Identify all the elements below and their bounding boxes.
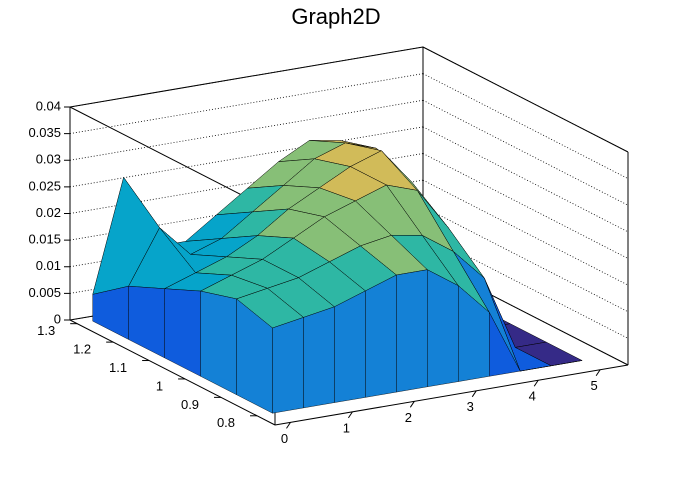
x-tick-label: 2 — [405, 410, 412, 425]
y-axis — [69, 319, 276, 426]
grid-line — [69, 73, 424, 135]
front-wall — [365, 274, 397, 398]
x-tick-label: 1 — [343, 420, 350, 435]
y-tick-label: 1.1 — [109, 360, 127, 375]
x-tick — [471, 390, 477, 398]
x-tick — [409, 401, 415, 408]
x-tick — [347, 411, 353, 419]
grid-line — [422, 126, 629, 233]
side-wall — [200, 290, 237, 396]
box-edge — [69, 46, 424, 108]
chart-title: Graph2D — [291, 4, 380, 29]
front-wall — [551, 360, 583, 366]
front-wall — [427, 269, 459, 388]
x-tick — [595, 369, 601, 377]
z-tick-label: 0.035 — [28, 125, 61, 140]
z-tick-label: 0.015 — [28, 232, 61, 247]
z-tick-label: 0.03 — [36, 152, 61, 167]
front-wall — [520, 365, 552, 372]
side-wall — [236, 298, 273, 414]
x-tick — [286, 422, 291, 429]
x-tick-label: 4 — [529, 389, 536, 404]
front-wall — [272, 317, 304, 414]
box-edge — [422, 46, 629, 153]
y-tick-label: 0.8 — [217, 415, 235, 430]
front-wall — [334, 290, 366, 403]
grid-line — [422, 99, 629, 206]
z-tick-label: 0.005 — [28, 285, 61, 300]
z-tick-label: 0 — [54, 311, 61, 326]
x-tick — [533, 379, 539, 387]
y-tick-label: 1 — [156, 378, 163, 393]
x-axis — [274, 364, 629, 426]
z-tick-label: 0.04 — [36, 98, 61, 113]
z-tick-label: 0.01 — [36, 258, 61, 273]
z-tick-label: 0.02 — [36, 205, 61, 220]
y-tick-label: 1.3 — [37, 323, 55, 338]
front-wall — [303, 306, 335, 409]
side-wall — [92, 285, 129, 340]
x-tick-label: 3 — [467, 399, 474, 414]
x-tick-label: 5 — [591, 378, 598, 393]
front-wall — [396, 269, 428, 393]
x-tick-label: 0 — [281, 431, 288, 446]
y-tick-label: 1.2 — [73, 342, 91, 357]
side-wall — [128, 285, 165, 359]
side-wall — [164, 288, 201, 377]
y-tick-label: 0.9 — [181, 397, 199, 412]
grid-line — [422, 73, 629, 179]
z-tick-label: 0.025 — [28, 178, 61, 193]
